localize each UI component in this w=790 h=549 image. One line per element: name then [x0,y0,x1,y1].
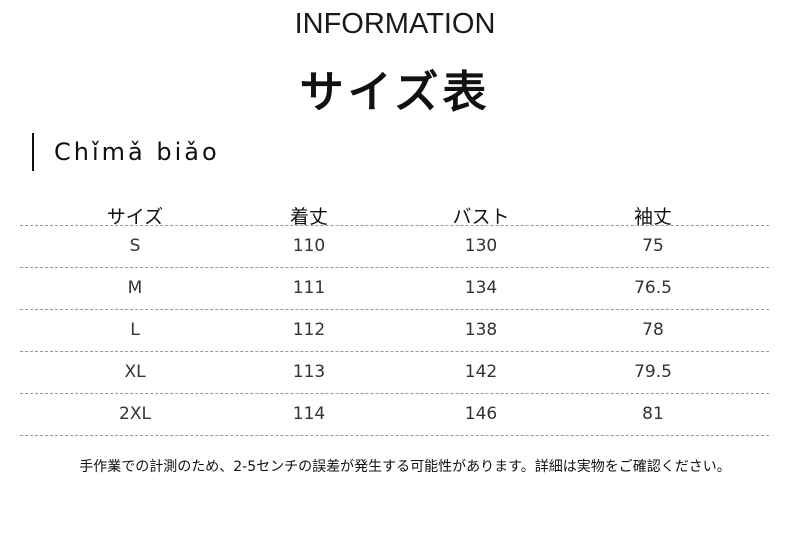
table-header-row: サイズ 着丈 バスト 袖丈 [20,198,769,228]
table-cell: 110 [292,236,326,256]
table-row: S 110 130 75 [20,226,769,268]
table-row: 2XL 114 146 81 [20,394,769,436]
column-header: 袖丈 [633,206,672,228]
table-cell: M [127,278,143,298]
table-cell: 76.5 [634,278,672,298]
table-cell: 75 [642,236,664,256]
table-cell: 134 [464,278,498,298]
table-cell: 81 [642,404,664,424]
table-cell: 142 [464,362,498,382]
table-cell: 138 [464,320,498,340]
table-row: L 112 138 78 [20,310,769,352]
title-english: INFORMATION [294,8,496,40]
table-cell: 112 [292,320,326,340]
title-japanese: サイズ表 [299,67,491,118]
size-table: サイズ 着丈 バスト 袖丈 S 110 130 75 M 111 134 76.5 L 112 13… [20,198,769,436]
table-cell: 79.5 [634,362,672,382]
column-header: 着丈 [289,206,328,228]
table-cell: 2XL [119,404,151,424]
table-cell: 146 [464,404,498,424]
table-cell: XL [124,362,146,382]
table-cell: 78 [642,320,664,340]
table-row: XL 113 142 79.5 [20,352,769,394]
table-cell: L [130,320,140,340]
section-divider-bar [32,133,34,171]
table-row: M 111 134 76.5 [20,268,769,310]
table-cell: 130 [464,236,498,256]
section-subtitle: Chǐmǎ biǎo [54,138,220,166]
table-cell: S [129,236,141,256]
table-cell: 114 [292,404,326,424]
column-header: バスト [452,206,510,228]
table-cell: 113 [292,362,326,382]
table-cell: 111 [292,278,326,298]
measurement-note: 手作業での計測のため、2-5センチの誤差が発生する可能性があります。詳細は実物を… [79,459,731,475]
column-header: サイズ [106,206,164,228]
